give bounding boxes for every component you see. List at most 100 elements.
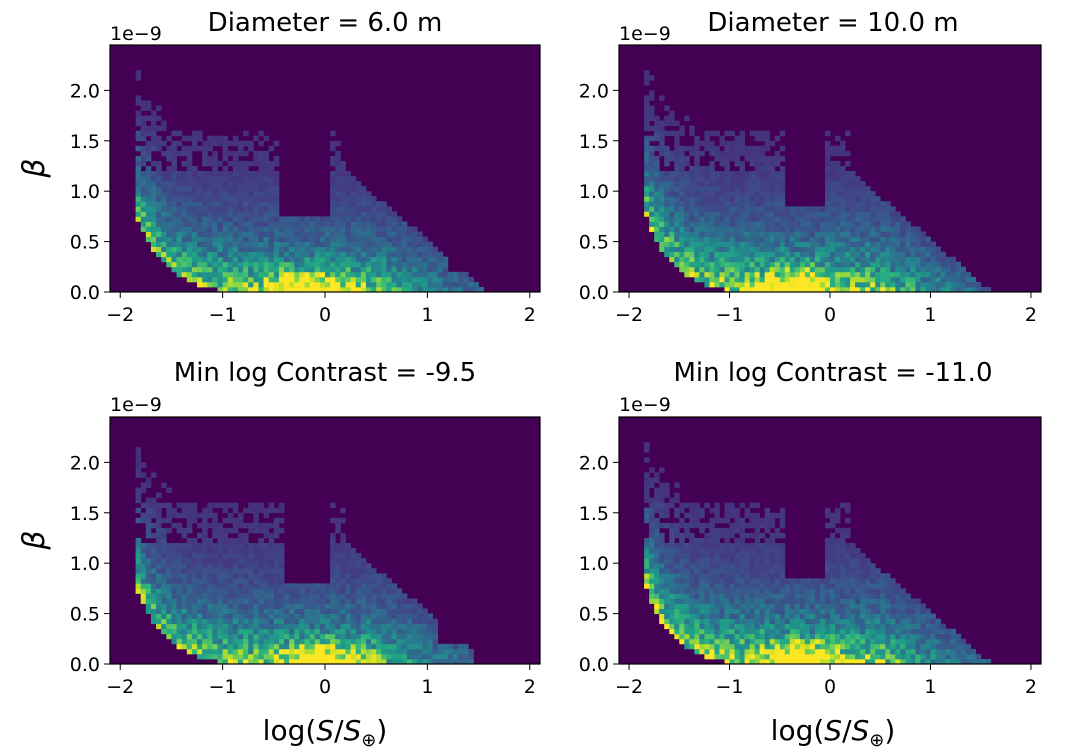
heatmap-cell xyxy=(289,598,295,604)
heatmap-cell xyxy=(217,588,224,594)
heatmap-cell xyxy=(749,623,756,630)
heatmap-cell xyxy=(371,266,377,273)
heatmap-cell xyxy=(401,271,408,278)
heatmap-cell xyxy=(304,658,311,665)
heatmap-cell xyxy=(729,643,735,650)
x-tick-label: 1 xyxy=(421,304,433,326)
heatmap-cell xyxy=(759,171,766,177)
heatmap-cell xyxy=(145,532,152,539)
heatmap-cell xyxy=(396,246,403,253)
heatmap-cell xyxy=(714,271,720,278)
heatmap-cell xyxy=(875,216,881,222)
heatmap-cell xyxy=(804,251,811,258)
heatmap-cell xyxy=(212,266,218,273)
heatmap-cell xyxy=(284,643,290,650)
heatmap-cell xyxy=(734,638,740,645)
heatmap-cell xyxy=(207,196,213,202)
heatmap-cell xyxy=(699,628,705,635)
heatmap-cell xyxy=(759,241,766,248)
heatmap-cell xyxy=(759,593,766,599)
heatmap-cell xyxy=(248,171,254,177)
heatmap-cell xyxy=(248,658,254,665)
heatmap-cell xyxy=(794,251,801,258)
heatmap-cell xyxy=(840,246,846,253)
heatmap-cell xyxy=(900,221,906,227)
heatmap-cell xyxy=(135,160,142,167)
heatmap-cell xyxy=(284,226,290,232)
heatmap-cell xyxy=(674,216,680,222)
heatmap-cell xyxy=(744,186,751,192)
heatmap-cell xyxy=(769,191,776,197)
heatmap-cell xyxy=(304,251,311,258)
heatmap-cell xyxy=(950,256,956,263)
heatmap-cell xyxy=(345,286,351,293)
heatmap-cell xyxy=(284,236,290,242)
heatmap-cell xyxy=(860,281,866,288)
heatmap-cell xyxy=(694,226,700,232)
heatmap-cell xyxy=(850,171,856,177)
heatmap-cell xyxy=(227,211,234,217)
heatmap-cell xyxy=(855,281,861,288)
heatmap-cell xyxy=(345,603,351,609)
heatmap-cell xyxy=(258,130,264,137)
heatmap-cell xyxy=(744,236,751,242)
heatmap-cell xyxy=(197,653,203,660)
heatmap-cell xyxy=(769,261,776,268)
heatmap-cell xyxy=(709,517,715,524)
heatmap-cell xyxy=(207,256,213,263)
heatmap-cell xyxy=(679,543,685,549)
heatmap-cell xyxy=(905,251,911,258)
heatmap-cell xyxy=(427,628,433,635)
heatmap-cell xyxy=(207,135,213,142)
heatmap-cell xyxy=(340,221,346,227)
heatmap-cell xyxy=(273,256,280,263)
heatmap-cell xyxy=(253,266,259,273)
heatmap-cell xyxy=(744,211,751,217)
heatmap-cell xyxy=(161,201,167,207)
heatmap-cell xyxy=(930,266,936,273)
heatmap-cell xyxy=(371,653,377,660)
heatmap-cell xyxy=(875,286,881,293)
heatmap-cell xyxy=(243,201,249,207)
heatmap-cell xyxy=(930,241,936,248)
heatmap-cell xyxy=(694,176,700,182)
heatmap-cell xyxy=(885,211,891,217)
heatmap-cell xyxy=(243,186,249,192)
heatmap-cell xyxy=(278,638,285,645)
heatmap-cell xyxy=(330,221,336,227)
heatmap-cell xyxy=(345,266,351,273)
heatmap-cell xyxy=(724,537,730,544)
heatmap-cell xyxy=(319,628,326,635)
heatmap-cell xyxy=(950,266,956,273)
heatmap-cell xyxy=(135,186,142,192)
heatmap-cell xyxy=(855,241,861,248)
heatmap-cell xyxy=(654,155,660,162)
heatmap-cell xyxy=(789,633,796,640)
heatmap-cell xyxy=(860,266,866,273)
heatmap-cell xyxy=(166,135,172,142)
heatmap-cell xyxy=(794,216,801,222)
heatmap-cell xyxy=(774,241,781,248)
heatmap-cell xyxy=(804,588,811,594)
heatmap-cell xyxy=(417,648,423,655)
heatmap-cell xyxy=(749,236,756,242)
heatmap-cell xyxy=(654,165,660,172)
heatmap-cell xyxy=(729,502,735,509)
heatmap-cell xyxy=(774,578,781,584)
heatmap-cell xyxy=(166,261,172,268)
heatmap-cell xyxy=(140,120,147,127)
heatmap-cell xyxy=(273,568,280,574)
heatmap-cell xyxy=(386,623,392,630)
heatmap-cell xyxy=(371,638,377,645)
heatmap-cell xyxy=(186,221,193,227)
heatmap-cell xyxy=(744,603,751,609)
x-tick-label: 1 xyxy=(421,676,433,698)
heatmap-cell xyxy=(644,181,650,187)
heatmap-cell xyxy=(268,176,275,182)
heatmap-cell xyxy=(452,271,459,278)
heatmap-cell xyxy=(222,618,229,625)
heatmap-cell xyxy=(714,598,720,604)
heatmap-cell xyxy=(217,653,224,660)
heatmap-cell xyxy=(207,246,213,253)
